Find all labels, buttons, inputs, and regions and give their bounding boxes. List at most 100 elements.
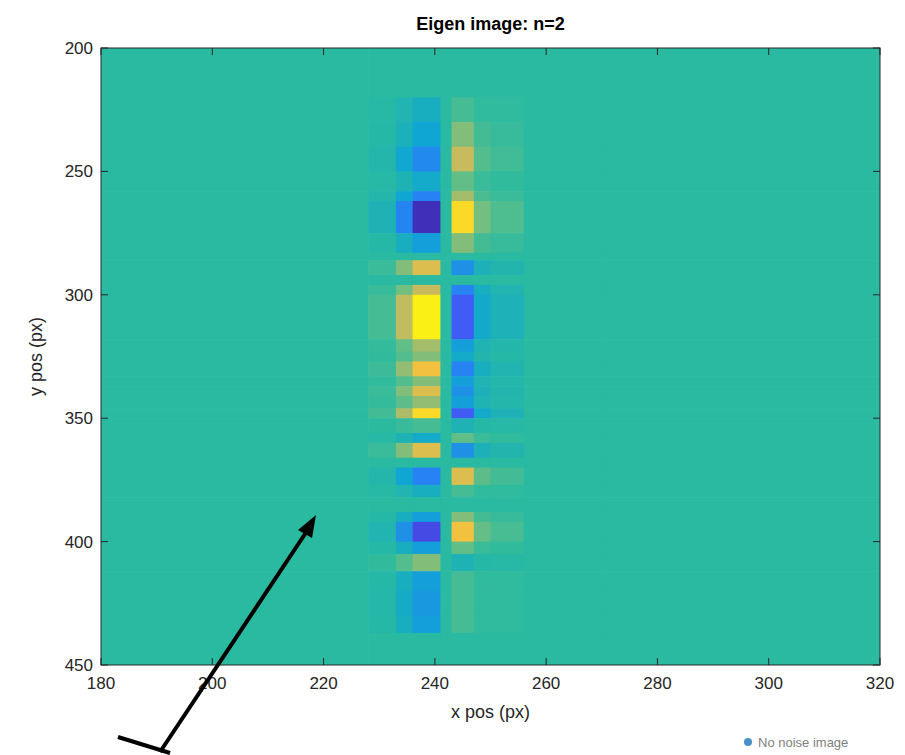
heatmap-cell: [491, 352, 525, 362]
heatmap-cell: [491, 48, 525, 98]
x-tick: [768, 658, 769, 665]
heatmap-cell: [440, 376, 452, 386]
heatmap-cell: [474, 233, 491, 253]
heatmap-cell: [474, 458, 491, 468]
heatmap-cell: [452, 191, 475, 201]
x-tick-label: 280: [643, 674, 671, 693]
heatmap-cell: [101, 253, 369, 261]
heatmap-cell: [491, 418, 525, 433]
heatmap-cell: [396, 418, 413, 433]
heatmap-cell: [524, 554, 603, 572]
heatmap-cell: [452, 352, 475, 362]
heatmap-cell: [602, 147, 880, 172]
heatmap-cell: [396, 468, 413, 486]
heatmap-cell: [101, 171, 369, 191]
heatmap-cell: [602, 458, 880, 468]
heatmap-cell: [413, 275, 441, 285]
heatmap-cell: [413, 468, 441, 486]
heatmap-cell: [101, 233, 369, 253]
x-tick: [657, 658, 658, 665]
heatmap-cell: [491, 396, 525, 409]
heatmap-cell: [452, 591, 475, 616]
heatmap-cell: [440, 571, 452, 591]
heatmap-cell: [413, 633, 441, 665]
heatmap-cell: [440, 191, 452, 201]
heatmap-cell: [440, 591, 452, 616]
x-tick-label: 260: [532, 674, 560, 693]
y-tick: [101, 294, 108, 295]
heatmap-cell: [396, 48, 413, 98]
heatmap-cell: [524, 418, 603, 433]
heatmap-cell: [440, 171, 452, 191]
heatmap-cell: [602, 275, 880, 285]
heatmap-cell: [474, 122, 491, 147]
heatmap-cell: [491, 260, 525, 275]
heatmap-cell: [396, 591, 413, 616]
heatmap-cell: [491, 554, 525, 572]
heatmap-cell: [368, 285, 396, 295]
y-tick-label: 300: [65, 286, 93, 305]
heatmap-cell: [440, 253, 452, 261]
heatmap-cell: [440, 418, 452, 433]
heatmap-cell: [368, 171, 396, 191]
heatmap-cell: [396, 295, 413, 340]
heatmap-cell: [474, 285, 491, 295]
heatmap-cell: [368, 443, 396, 458]
heatmap-cell: [491, 386, 525, 396]
heatmap-cell: [101, 260, 369, 275]
heatmap-cell: [368, 512, 396, 522]
heatmap-cell: [452, 361, 475, 376]
heatmap-cell: [452, 201, 475, 234]
heatmap-cell: [452, 554, 475, 572]
heatmap-cell: [440, 97, 452, 122]
x-tick: [546, 658, 547, 665]
heatmap-cell: [413, 122, 441, 147]
heatmap-cell: [524, 542, 603, 555]
heatmap-cell: [524, 201, 603, 234]
heatmap-cell: [524, 433, 603, 443]
heatmap-cell: [413, 147, 441, 172]
heatmap-cell: [452, 171, 475, 191]
heatmap-cell: [491, 201, 525, 234]
heatmap-cell: [368, 295, 396, 340]
heatmap-cell: [396, 233, 413, 253]
y-tick-label: 200: [65, 39, 93, 58]
heatmap-cell: [452, 633, 475, 665]
heatmap-cell: [396, 497, 413, 512]
heatmap-cell: [101, 147, 369, 172]
heatmap-cell: [413, 554, 441, 572]
heatmap-cell: [452, 97, 475, 122]
heatmap-cell: [491, 97, 525, 122]
x-axis-title: x pos (px): [451, 702, 530, 722]
heatmap-cell: [413, 522, 441, 542]
heatmap-cell: [440, 443, 452, 458]
heatmap-cell: [101, 295, 369, 340]
heatmap-cell: [396, 97, 413, 122]
heatmap-cell: [491, 361, 525, 376]
heatmap-cell: [396, 616, 413, 634]
heatmap-cell: [602, 522, 880, 542]
y-tick: [873, 48, 880, 49]
heatmap-cell: [491, 522, 525, 542]
heatmap-cell: [524, 275, 603, 285]
x-tick: [768, 48, 769, 55]
heatmap-cell: [413, 542, 441, 555]
heatmap-cell: [101, 285, 369, 295]
heatmap-cell: [474, 443, 491, 458]
heatmap-cell: [602, 97, 880, 122]
heatmap-cell: [474, 497, 491, 512]
x-tick: [434, 48, 435, 55]
heatmap-cell: [101, 396, 369, 409]
heatmap-cell: [602, 571, 880, 591]
heatmap-cell: [396, 260, 413, 275]
heatmap-cell: [474, 361, 491, 376]
y-tick-label: 250: [65, 162, 93, 181]
heatmap-cell: [524, 122, 603, 147]
heatmap-cell: [413, 433, 441, 443]
heatmap-cell: [452, 339, 475, 352]
heatmap-cell: [452, 497, 475, 512]
heatmap-cell: [602, 285, 880, 295]
heatmap-cell: [602, 591, 880, 616]
y-tick: [101, 418, 108, 419]
heatmap-cell: [602, 497, 880, 512]
